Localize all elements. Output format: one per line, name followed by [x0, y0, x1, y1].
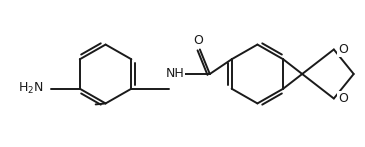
Text: O: O	[338, 43, 348, 56]
Text: O: O	[338, 92, 348, 105]
Text: NH: NH	[166, 66, 184, 80]
Text: O: O	[193, 34, 203, 46]
Text: H$_2$N: H$_2$N	[18, 81, 43, 96]
